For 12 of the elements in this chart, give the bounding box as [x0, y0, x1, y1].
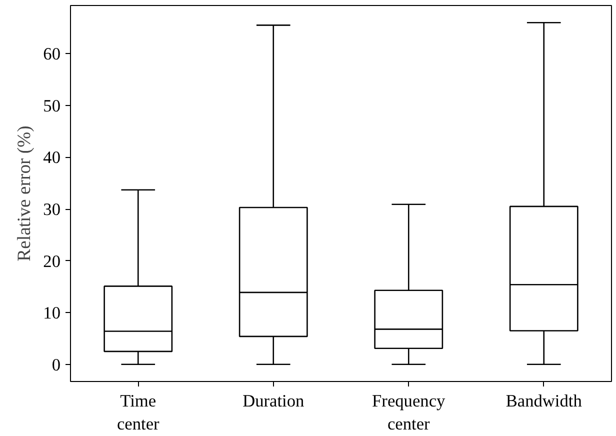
x-tick-label: Duration	[242, 392, 305, 410]
x-tick-label: Frequency center	[372, 392, 446, 434]
y-tick-label: 40	[43, 148, 60, 168]
y-tick-label: 10	[43, 304, 60, 323]
y-tick-label: 20	[43, 252, 60, 271]
y-axis-title: Relative error (%)	[14, 126, 36, 262]
x-tick-label: Time center	[116, 392, 160, 434]
y-tick-label: 30	[43, 200, 60, 220]
y-tick-label: 60	[43, 44, 60, 64]
y-tick-label: 50	[43, 96, 60, 116]
x-tick-label: Bandwidth	[506, 392, 582, 410]
y-tick-label: 0	[52, 355, 61, 374]
